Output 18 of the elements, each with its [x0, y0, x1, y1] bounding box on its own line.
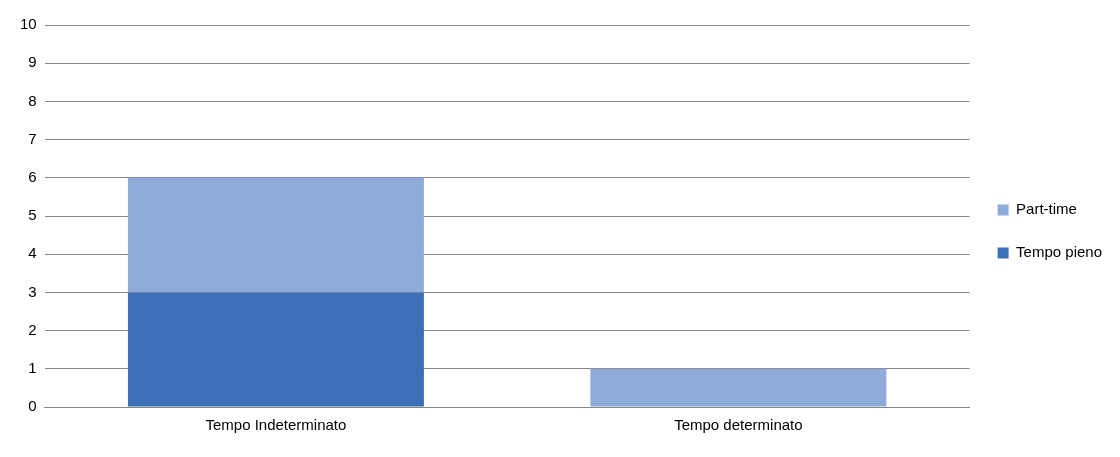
- legend-label: Tempo pieno: [1016, 243, 1103, 261]
- legend-label: Part-time: [1016, 200, 1077, 218]
- y-tick-label: 9: [28, 53, 37, 71]
- x-tick-label: Tempo determinato: [674, 416, 803, 434]
- y-tick-label: 2: [28, 320, 37, 338]
- bar: [127, 292, 424, 407]
- bar: [127, 177, 424, 293]
- y-tick-label: 4: [28, 244, 37, 262]
- y-tick-label: 10: [20, 15, 37, 33]
- y-tick-label: 1: [28, 358, 37, 376]
- bar: [590, 368, 887, 407]
- y-tick-label: 8: [28, 91, 37, 109]
- x-tick-label: Tempo Indeterminato: [205, 416, 347, 434]
- y-tick-label: 5: [28, 206, 37, 224]
- y-tick-label: 3: [28, 282, 37, 300]
- y-tick-label: 0: [28, 397, 37, 415]
- y-tick-label: 7: [28, 129, 37, 147]
- y-tick-label: 6: [28, 167, 37, 185]
